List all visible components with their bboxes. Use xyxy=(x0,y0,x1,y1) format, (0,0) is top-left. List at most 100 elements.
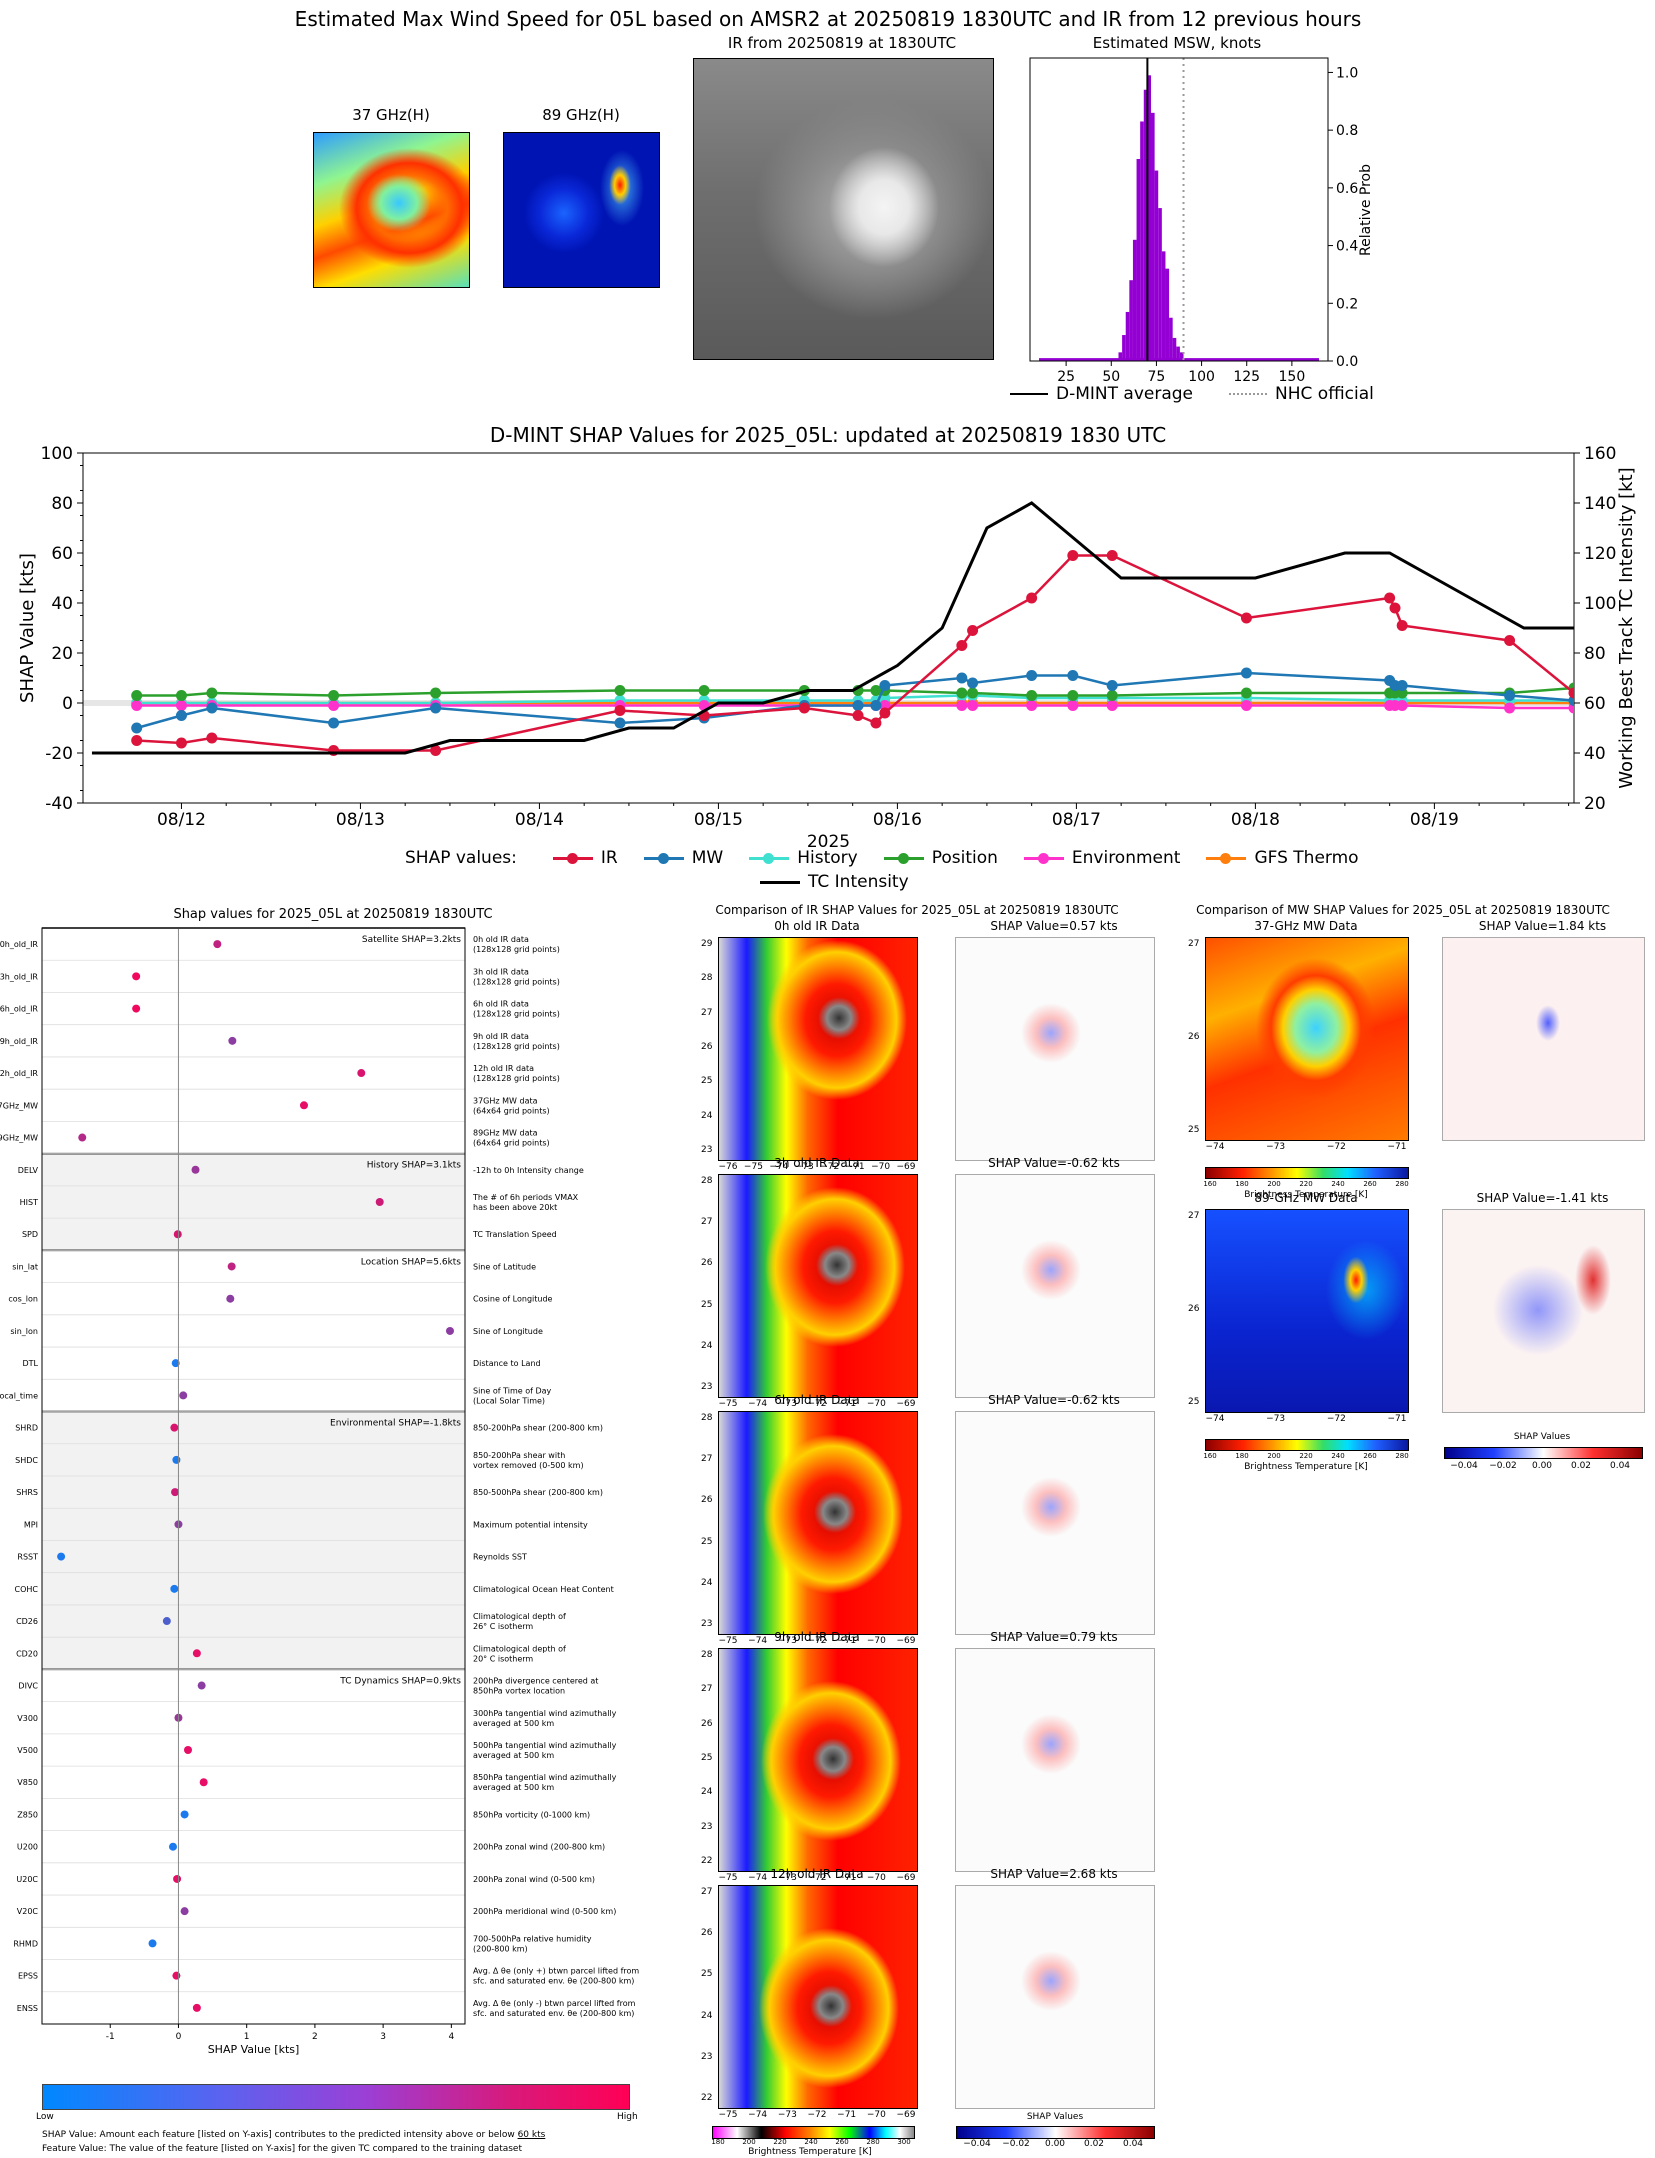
feature-description: (128x128 grid points) xyxy=(473,1010,560,1019)
shap-xtick-label: 4 xyxy=(448,2032,454,2042)
mw-shap-tick-label: −0.04 xyxy=(1450,1461,1478,1471)
feature-description: averaged at 500 km xyxy=(473,1719,554,1728)
left-ytick-label: 80 xyxy=(51,494,73,514)
mw-bt-tick-label: 280 xyxy=(1395,1452,1409,1460)
feature-description: TC Translation Speed xyxy=(472,1230,557,1239)
map-xtick-label: −70 xyxy=(866,1399,886,1409)
ir-point xyxy=(956,640,968,651)
colorbar-high-label: High xyxy=(617,2112,638,2122)
map-xtick-label: −72 xyxy=(807,1873,827,1883)
map-ytick-label: 28 xyxy=(701,1176,713,1186)
map-xtick-label: −69 xyxy=(896,1399,916,1409)
map-xtick-label: −72 xyxy=(1326,1414,1346,1424)
feature-description: Sine of Latitude xyxy=(473,1262,536,1271)
date-tick-label: 08/17 xyxy=(1052,810,1101,830)
map-xtick-label: −70 xyxy=(871,1162,891,1172)
map-ytick-label: 28 xyxy=(701,973,713,984)
mw-point xyxy=(879,680,891,691)
map-ytick-label: 27 xyxy=(701,1454,713,1465)
feature-description: Maximum potential intensity xyxy=(473,1520,588,1529)
feature-name: cos_lon xyxy=(8,1295,38,1304)
legend-position: Position xyxy=(931,848,998,868)
map-ytick-label: 27 xyxy=(701,1217,713,1228)
feature-description: 26° C isotherm xyxy=(473,1622,533,1631)
feature-description: 200hPa divergence centered at xyxy=(473,1677,598,1686)
feature-description: 200hPa zonal wind (200-800 km) xyxy=(473,1843,605,1852)
map-xtick-label: −70 xyxy=(866,1873,886,1883)
mw-bt-colorbar xyxy=(1205,1167,1409,1179)
msw-xtick-label: 150 xyxy=(1279,369,1306,385)
shap-feature-frame xyxy=(41,927,466,2025)
shap-heatmap xyxy=(1442,1209,1645,1413)
feature-shap-point xyxy=(57,1552,66,1561)
mw-bt-tick-label: 240 xyxy=(1331,1452,1345,1460)
map-ytick-label: 25 xyxy=(701,1076,713,1087)
feature-name: HIST xyxy=(20,1198,38,1207)
right-ytick-label: 140 xyxy=(1584,494,1616,514)
feature-shap-point xyxy=(226,1294,235,1303)
map-xtick-label: −73 xyxy=(777,1399,797,1409)
feature-description: 200hPa meridional wind (0-500 km) xyxy=(473,1907,616,1916)
feature-name: COHC xyxy=(15,1585,39,1594)
ir-point xyxy=(206,732,218,744)
date-tick-label: 08/16 xyxy=(873,810,922,830)
feature-description: 850hPa vorticity (0-1000 km) xyxy=(473,1810,590,1819)
data-panel-title: 9h old IR Data xyxy=(774,1630,860,1644)
msw-bar xyxy=(1147,75,1152,362)
feature-shap-point xyxy=(172,1455,181,1464)
ir-point xyxy=(131,735,143,746)
mw-shap-tick-label: −0.02 xyxy=(1489,1461,1517,1471)
ir-bt-tick-label: 200 xyxy=(742,2138,756,2146)
colorbar-low-label: Low xyxy=(36,2112,54,2122)
map-ytick-label: 25 xyxy=(701,1753,713,1763)
shap-heatmap xyxy=(955,1174,1155,1398)
feature-description: Cosine of Longitude xyxy=(473,1295,553,1304)
feature-shap-point xyxy=(171,1488,180,1497)
msw-bar xyxy=(1169,317,1173,361)
feature-shap-point xyxy=(228,1036,237,1045)
feature-name: V20C xyxy=(17,1907,39,1916)
group-label: History SHAP=3.1kts xyxy=(367,1161,462,1171)
feature-shap-point xyxy=(168,1842,177,1851)
shap-value-note: SHAP Value: Amount each feature [listed … xyxy=(42,2130,545,2140)
mw-bt-tick-label: 260 xyxy=(1363,1180,1377,1188)
feature-shap-point xyxy=(148,1939,157,1948)
legend-nhc-official: NHC official xyxy=(1275,384,1374,404)
right-ytick-label: 40 xyxy=(1584,744,1606,764)
feature-shap-point xyxy=(227,1262,236,1271)
feature-description: Climatological Ocean Heat Content xyxy=(473,1585,614,1594)
map-xtick-label: −71 xyxy=(837,1636,857,1646)
timeseries-xlabel: 2025 xyxy=(807,832,850,852)
msw-xtick-label: 25 xyxy=(1057,369,1075,385)
shap-heatmap xyxy=(955,1885,1155,2109)
shap-panel-title: SHAP Value=-1.41 kts xyxy=(1476,1191,1609,1205)
feature-name: 37GHz_MW xyxy=(0,1101,38,1110)
feature-name: ENSS xyxy=(17,2004,38,2013)
map-xtick-label: −72 xyxy=(807,1399,827,1409)
data-panel-title: 89-GHz MW Data xyxy=(1254,1191,1358,1205)
feature-description: The # of 6h periods VMAX xyxy=(472,1193,579,1202)
feature-description: Avg. Δ θe (only -) btwn parcel lifted fr… xyxy=(473,1999,636,2008)
shap-xtick-label: 1 xyxy=(244,2032,250,2042)
timeseries-title: D-MINT SHAP Values for 2025_05L: updated… xyxy=(489,423,1167,447)
map-ytick-label: 26 xyxy=(1188,1032,1200,1042)
feature-description: -12h to 0h Intensity change xyxy=(473,1166,584,1175)
mw-shap-tick-label: 0.02 xyxy=(1570,1461,1592,1471)
mw-point xyxy=(852,700,864,711)
feature-name: V300 xyxy=(17,1714,38,1723)
map-xtick-label: −70 xyxy=(866,2110,886,2120)
map-ytick-label: 25 xyxy=(701,1536,713,1547)
map-xtick-label: −71 xyxy=(1387,1414,1407,1424)
shap-xtick-label: 2 xyxy=(312,2032,318,2042)
msw-bar xyxy=(1143,89,1148,361)
map-ytick-label: 25 xyxy=(1188,1125,1200,1135)
feature-shap-point xyxy=(172,1971,181,1980)
ir-point xyxy=(1067,550,1079,561)
mw-bt-tick-label: 280 xyxy=(1395,1180,1409,1188)
feature-name: 12h_old_IR xyxy=(0,1069,38,1078)
feature-name: 9h_old_IR xyxy=(0,1037,38,1046)
shap-heatmap xyxy=(955,1648,1155,1872)
map-xtick-label: −71 xyxy=(845,1162,865,1172)
ir-bt-colorbar xyxy=(712,2126,915,2139)
map-xtick-label: −74 xyxy=(1205,1414,1225,1424)
